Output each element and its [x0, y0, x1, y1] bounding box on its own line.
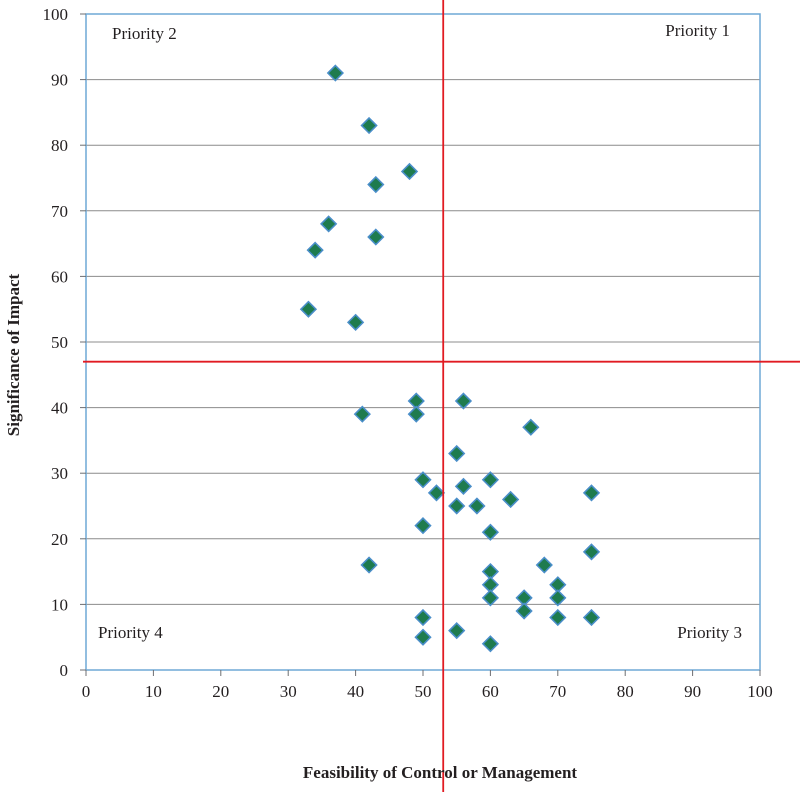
- data-point: [414, 628, 432, 646]
- data-point: [360, 116, 378, 135]
- quadrant-label-bottom-right: Priority 3: [677, 623, 742, 642]
- y-tick-label: 70: [51, 202, 68, 221]
- data-point: [299, 300, 318, 318]
- x-tick-label: 0: [82, 682, 91, 701]
- data-point: [353, 405, 371, 423]
- data-point: [448, 497, 466, 515]
- quadrant-label-top-left: Priority 2: [112, 24, 177, 43]
- x-tick-label: 30: [280, 682, 297, 701]
- data-point: [367, 228, 385, 246]
- y-tick-label: 10: [51, 595, 68, 614]
- data-point: [582, 543, 601, 561]
- data-point: [481, 635, 500, 653]
- y-axis-ticks: 0 10 20 30 40 50 60 70 80 90 100: [43, 5, 86, 680]
- y-tick-label: 60: [51, 267, 68, 286]
- y-tick-label: 80: [51, 136, 68, 155]
- data-point: [427, 484, 446, 502]
- x-tick-label: 60: [482, 682, 499, 701]
- quadrant-label-bottom-left: Priority 4: [98, 623, 163, 642]
- y-tick-label: 50: [51, 333, 68, 352]
- x-axis-title: Feasibility of Control or Management: [303, 763, 578, 782]
- data-point: [454, 477, 473, 495]
- x-tick-label: 100: [747, 682, 773, 701]
- x-tick-label: 90: [684, 682, 701, 701]
- quadrant-label-top-right: Priority 1: [665, 21, 730, 40]
- y-axis-title: Significance of Impact: [4, 273, 23, 436]
- data-point: [414, 608, 432, 627]
- data-point: [448, 444, 466, 463]
- data-point: [481, 523, 500, 541]
- data-point: [501, 490, 520, 509]
- x-tick-label: 50: [415, 682, 432, 701]
- data-point: [360, 556, 378, 574]
- x-tick-label: 80: [617, 682, 634, 701]
- data-point: [515, 602, 533, 620]
- data-point: [320, 215, 338, 233]
- data-point: [522, 418, 540, 436]
- data-point: [448, 622, 466, 640]
- data-point: [535, 556, 553, 574]
- data-point: [306, 241, 324, 259]
- gridlines: [86, 79, 760, 605]
- y-tick-label: 100: [43, 5, 69, 24]
- y-tick-label: 30: [51, 464, 68, 483]
- data-point: [468, 497, 486, 515]
- y-tick-label: 0: [60, 661, 69, 680]
- data-point: [326, 64, 345, 82]
- data-point: [582, 608, 601, 627]
- data-point: [414, 517, 432, 535]
- data-point: [549, 589, 567, 607]
- data-points: [299, 64, 601, 653]
- x-axis-ticks: 0 10 20 30 40 50 60 70 80 90 100: [82, 670, 773, 701]
- data-point: [481, 471, 500, 489]
- x-tick-label: 70: [549, 682, 566, 701]
- data-point: [549, 608, 567, 627]
- data-point: [346, 313, 365, 331]
- x-tick-label: 40: [347, 682, 364, 701]
- y-tick-label: 40: [51, 399, 68, 418]
- data-point: [454, 392, 473, 410]
- x-tick-label: 10: [145, 682, 162, 701]
- y-tick-label: 90: [51, 71, 68, 90]
- data-point: [414, 471, 432, 489]
- data-point: [367, 175, 385, 194]
- data-point: [582, 484, 601, 502]
- y-tick-label: 20: [51, 530, 68, 549]
- data-point: [407, 405, 425, 423]
- data-point: [400, 162, 419, 181]
- data-point: [481, 589, 500, 607]
- x-tick-label: 20: [212, 682, 229, 701]
